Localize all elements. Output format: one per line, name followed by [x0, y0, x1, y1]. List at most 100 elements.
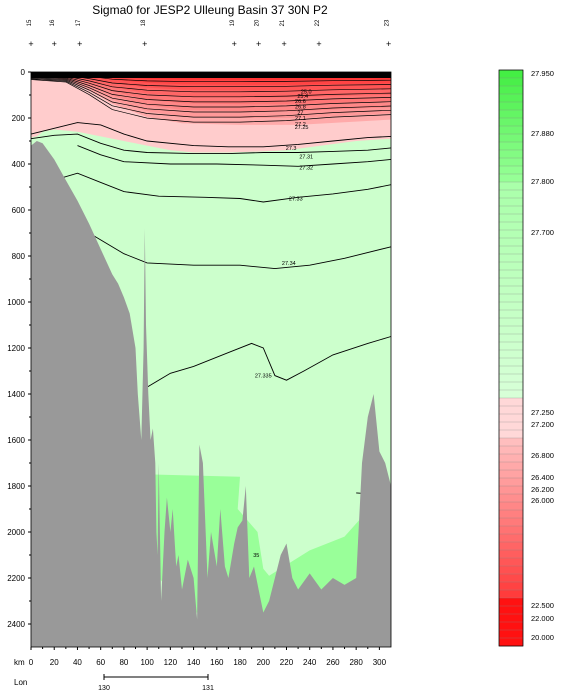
colorbar-cell [498, 429, 524, 439]
station-marker: + [28, 39, 33, 49]
x-tick-label: 300 [373, 658, 387, 667]
x-axis-label: km [14, 658, 25, 667]
colorbar-cell [498, 365, 524, 375]
colorbar-cell [498, 269, 524, 279]
chart-title: Sigma0 for JESP2 Ulleung Basin 37 30N P2 [92, 3, 328, 17]
y-tick-label: 1000 [7, 298, 25, 307]
plot-frame [30, 71, 392, 648]
colorbar-cell [498, 477, 524, 487]
colorbar-cell [498, 325, 524, 335]
colorbar-cell [498, 597, 524, 607]
colorbar-cell [498, 221, 524, 231]
station-label: 21 [280, 19, 286, 26]
seabed [31, 141, 391, 647]
x-tick-label: 60 [96, 658, 105, 667]
surface-contour-10 [30, 79, 392, 123]
lon-tick-label: 130 [98, 685, 110, 692]
colorbar-cell [498, 349, 524, 359]
colorbar-cell [498, 541, 524, 551]
station-marker: + [256, 39, 261, 49]
x-tick-label: 160 [210, 658, 224, 667]
colorbar-label: 27.250 [531, 408, 554, 417]
x-tick-label: 80 [119, 658, 128, 667]
contour-label: 35 [253, 553, 259, 559]
colorbar-cell [498, 525, 524, 535]
x-tick-label: 20 [50, 658, 59, 667]
y-tick-label: 600 [12, 206, 26, 215]
x-tick-label: 100 [140, 658, 154, 667]
x-tick-label: 180 [233, 658, 247, 667]
colorbar-cell [498, 533, 524, 543]
x-tick-label: 120 [164, 658, 178, 667]
colorbar-cell [498, 205, 524, 215]
colorbar-cell [498, 357, 524, 367]
surface-contour-6 [30, 76, 392, 103]
station-marker: + [77, 39, 82, 49]
contour-line-3 [77, 145, 392, 167]
contour-label: 25.0 [301, 90, 312, 96]
contour-line-1 [30, 122, 392, 148]
colorbar-cell [498, 581, 524, 591]
colorbar-cell [498, 157, 524, 167]
x-tick-label: 140 [187, 658, 201, 667]
contour-label: 27.33 [289, 197, 303, 203]
surface-contour-9 [30, 78, 392, 118]
colorbar-label: 26.000 [531, 496, 554, 505]
station-label: 19 [230, 19, 236, 26]
station-marker: + [52, 39, 57, 49]
colorbar-cell [498, 517, 524, 527]
station-marker: + [232, 39, 237, 49]
lon-axis: Lon 130 131 [14, 674, 214, 692]
colorbar-cell [498, 197, 524, 207]
station-label: 17 [76, 19, 82, 26]
contour-label: 27.25 [295, 125, 309, 131]
colorbar-cell [498, 509, 524, 519]
surface-contour-7 [30, 76, 392, 108]
colorbar-cell [498, 125, 524, 135]
colorbar-cell [498, 69, 524, 79]
colorbar-label: 26.400 [531, 473, 554, 482]
contour-label: 27.34 [282, 261, 296, 267]
colorbar-cell [498, 405, 524, 415]
y-tick-label: 1600 [7, 436, 25, 445]
colorbar-cell [498, 277, 524, 287]
colorbar-cell [498, 229, 524, 239]
colorbar-cell [498, 461, 524, 471]
y-tick-label: 0 [21, 68, 26, 77]
colorbar-cell [498, 301, 524, 311]
colorbar-label: 26.200 [531, 485, 554, 494]
station-label: 20 [255, 19, 261, 26]
colorbar-cell [498, 293, 524, 303]
contour-label: 24.8 [336, 73, 347, 79]
station-label: 22 [315, 19, 321, 26]
colorbar-cell [498, 605, 524, 615]
colorbar-cell [498, 557, 524, 567]
station-label: 16 [50, 19, 56, 26]
contour-labels: 24.825.025.426.626.82727.127.227.2527.32… [253, 73, 346, 559]
colorbar-cell [498, 621, 524, 631]
colorbar-cell [498, 413, 524, 423]
y-tick-label: 1800 [7, 482, 25, 491]
x-tick-label: 260 [326, 658, 340, 667]
colorbar-cell [498, 85, 524, 95]
colorbar-cell [498, 101, 524, 111]
colorbar-cell [498, 333, 524, 343]
colorbar-cell [498, 93, 524, 103]
contour-label: 27.31 [299, 155, 313, 161]
station-marker: + [142, 39, 147, 49]
station-marker: + [386, 39, 391, 49]
colorbar-cell [498, 173, 524, 183]
colorbar-cell [498, 493, 524, 503]
colorbar-cell [498, 261, 524, 271]
x-tick-label: 220 [280, 658, 294, 667]
colorbar-cell [498, 397, 524, 407]
y-tick-label: 2400 [7, 620, 25, 629]
y-tick-label: 200 [12, 114, 26, 123]
contour-label: 27.1 [295, 116, 306, 122]
colorbar-cell [498, 565, 524, 575]
x-tick-label: 0 [29, 658, 34, 667]
station-markers: 15 +16 +17 +18 +19 +20 +21 +22 +23 + [27, 19, 391, 49]
colorbar-cell [498, 133, 524, 143]
colorbar-label: 27.800 [531, 177, 554, 186]
